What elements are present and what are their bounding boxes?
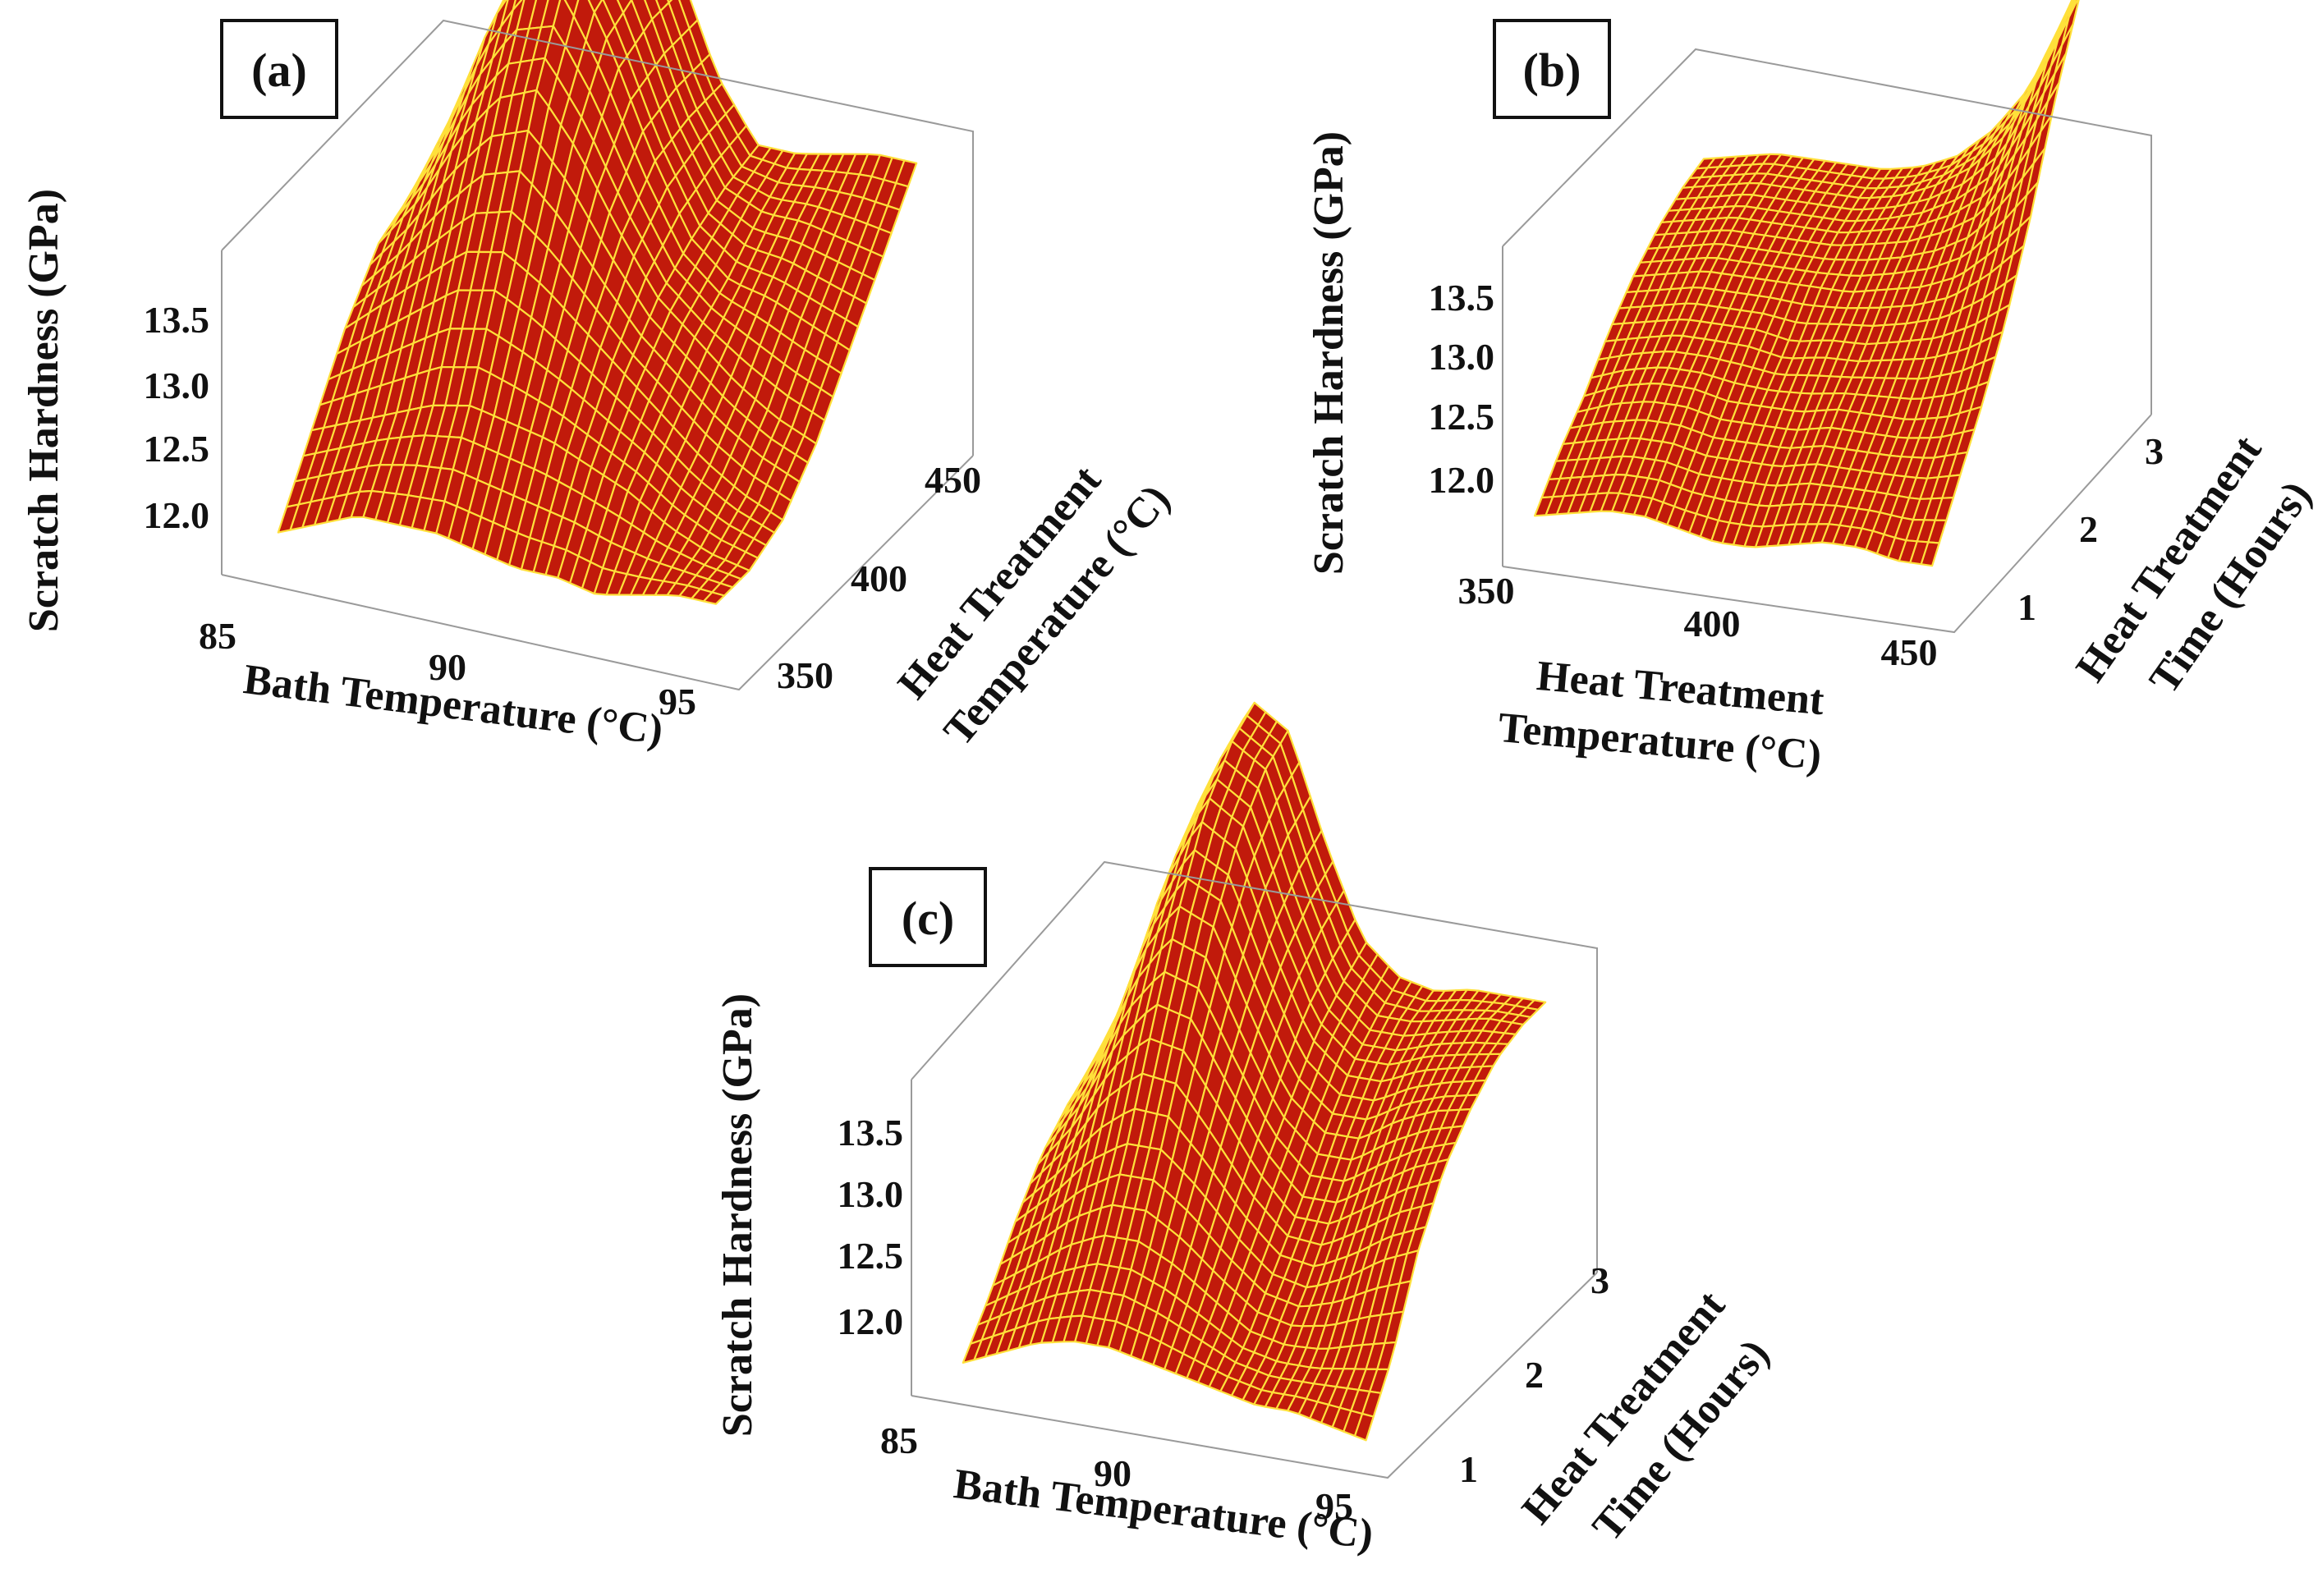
panel-a-y-tick: 450 bbox=[925, 459, 981, 501]
panel-b-box-front bbox=[1502, 414, 2152, 634]
panel-b-x-tick: 450 bbox=[1881, 631, 1938, 673]
panel-a: (a) 13.5 13.0 12.5 12.0 Scratch Hardness… bbox=[21, 0, 1179, 754]
panel-c-z-tick: 12.5 bbox=[838, 1235, 904, 1277]
panel-b-box-back bbox=[1502, 48, 2152, 415]
surface-cell bbox=[1920, 541, 1940, 567]
surface-cell bbox=[702, 591, 726, 605]
panel-a-box-front bbox=[221, 455, 974, 691]
panel-b: (b) 13.5 13.0 12.5 12.0 Scratch Hardness… bbox=[1306, 0, 2318, 779]
panel-c-y-tick: 3 bbox=[1590, 1259, 1609, 1301]
panel-c-z-label: Scratch Hardness (GPa) bbox=[714, 993, 761, 1437]
panel-b-tag-box bbox=[1493, 19, 1611, 119]
panel-a-y-tick: 400 bbox=[851, 557, 907, 599]
panel-b-y-tick: 1 bbox=[2017, 586, 2036, 628]
panel-b-y-tick: 2 bbox=[2079, 508, 2098, 550]
panel-a-tag-box bbox=[220, 19, 338, 119]
panel-b-z-tick: 13.0 bbox=[1429, 336, 1495, 378]
panel-c-y-tick: 2 bbox=[1525, 1354, 1544, 1396]
panel-a-x-tick: 85 bbox=[199, 615, 236, 657]
panel-c-box bbox=[911, 860, 1598, 1479]
panel-b-tag: (b) bbox=[1523, 44, 1581, 97]
panel-c-x-tick: 85 bbox=[880, 1419, 918, 1461]
surface-cell bbox=[1353, 1412, 1375, 1442]
panel-c-z-tick: 13.5 bbox=[838, 1112, 904, 1153]
panel-b-z-label: Scratch Hardness (GPa) bbox=[1306, 131, 1352, 575]
surface-a bbox=[277, 0, 918, 605]
panel-b-z-tick: 12.0 bbox=[1429, 459, 1495, 501]
panel-b-x-tick: 350 bbox=[1458, 570, 1515, 612]
panel-c: (c) 13.5 13.0 12.5 12.0 Scratch Hardness… bbox=[714, 701, 1779, 1558]
panel-c-z-tick: 12.0 bbox=[838, 1300, 904, 1342]
panel-b-x-tick: 400 bbox=[1684, 603, 1741, 644]
panel-a-z-tick: 12.0 bbox=[144, 494, 210, 536]
panel-a-tag: (a) bbox=[251, 44, 307, 97]
panel-c-x-tick: 90 bbox=[1094, 1452, 1131, 1494]
panel-c-y-tick: 1 bbox=[1459, 1448, 1478, 1490]
panel-b-box bbox=[1502, 48, 2152, 634]
panel-a-x-tick: 95 bbox=[659, 681, 696, 722]
panel-c-tag-box bbox=[869, 867, 987, 967]
panel-c-box-front bbox=[911, 1272, 1598, 1479]
panel-b-z-tick: 13.5 bbox=[1429, 277, 1495, 319]
panel-b-z-tick: 12.5 bbox=[1429, 396, 1495, 438]
panel-a-y-tick: 350 bbox=[777, 654, 833, 696]
panel-c-x-tick: 95 bbox=[1315, 1485, 1353, 1527]
panel-c-x-label: Bath Temperature (°C) bbox=[952, 1461, 1376, 1558]
panel-a-box bbox=[221, 19, 974, 691]
panel-a-z-tick: 13.5 bbox=[144, 299, 210, 341]
panel-b-y-tick: 3 bbox=[2145, 430, 2164, 472]
panel-c-z-tick: 13.0 bbox=[838, 1173, 904, 1215]
surface-b bbox=[1533, 0, 2080, 567]
panel-c-box-back bbox=[911, 860, 1598, 1273]
panel-a-z-tick: 13.0 bbox=[144, 365, 210, 406]
panel-a-z-tick: 12.5 bbox=[144, 428, 210, 470]
panel-a-x-tick: 90 bbox=[429, 646, 466, 688]
panel-c-tag: (c) bbox=[902, 892, 954, 945]
surface-c bbox=[962, 701, 1547, 1442]
panel-a-z-label: Scratch Hardness (GPa) bbox=[21, 189, 67, 632]
panel-a-box-back bbox=[221, 19, 974, 456]
